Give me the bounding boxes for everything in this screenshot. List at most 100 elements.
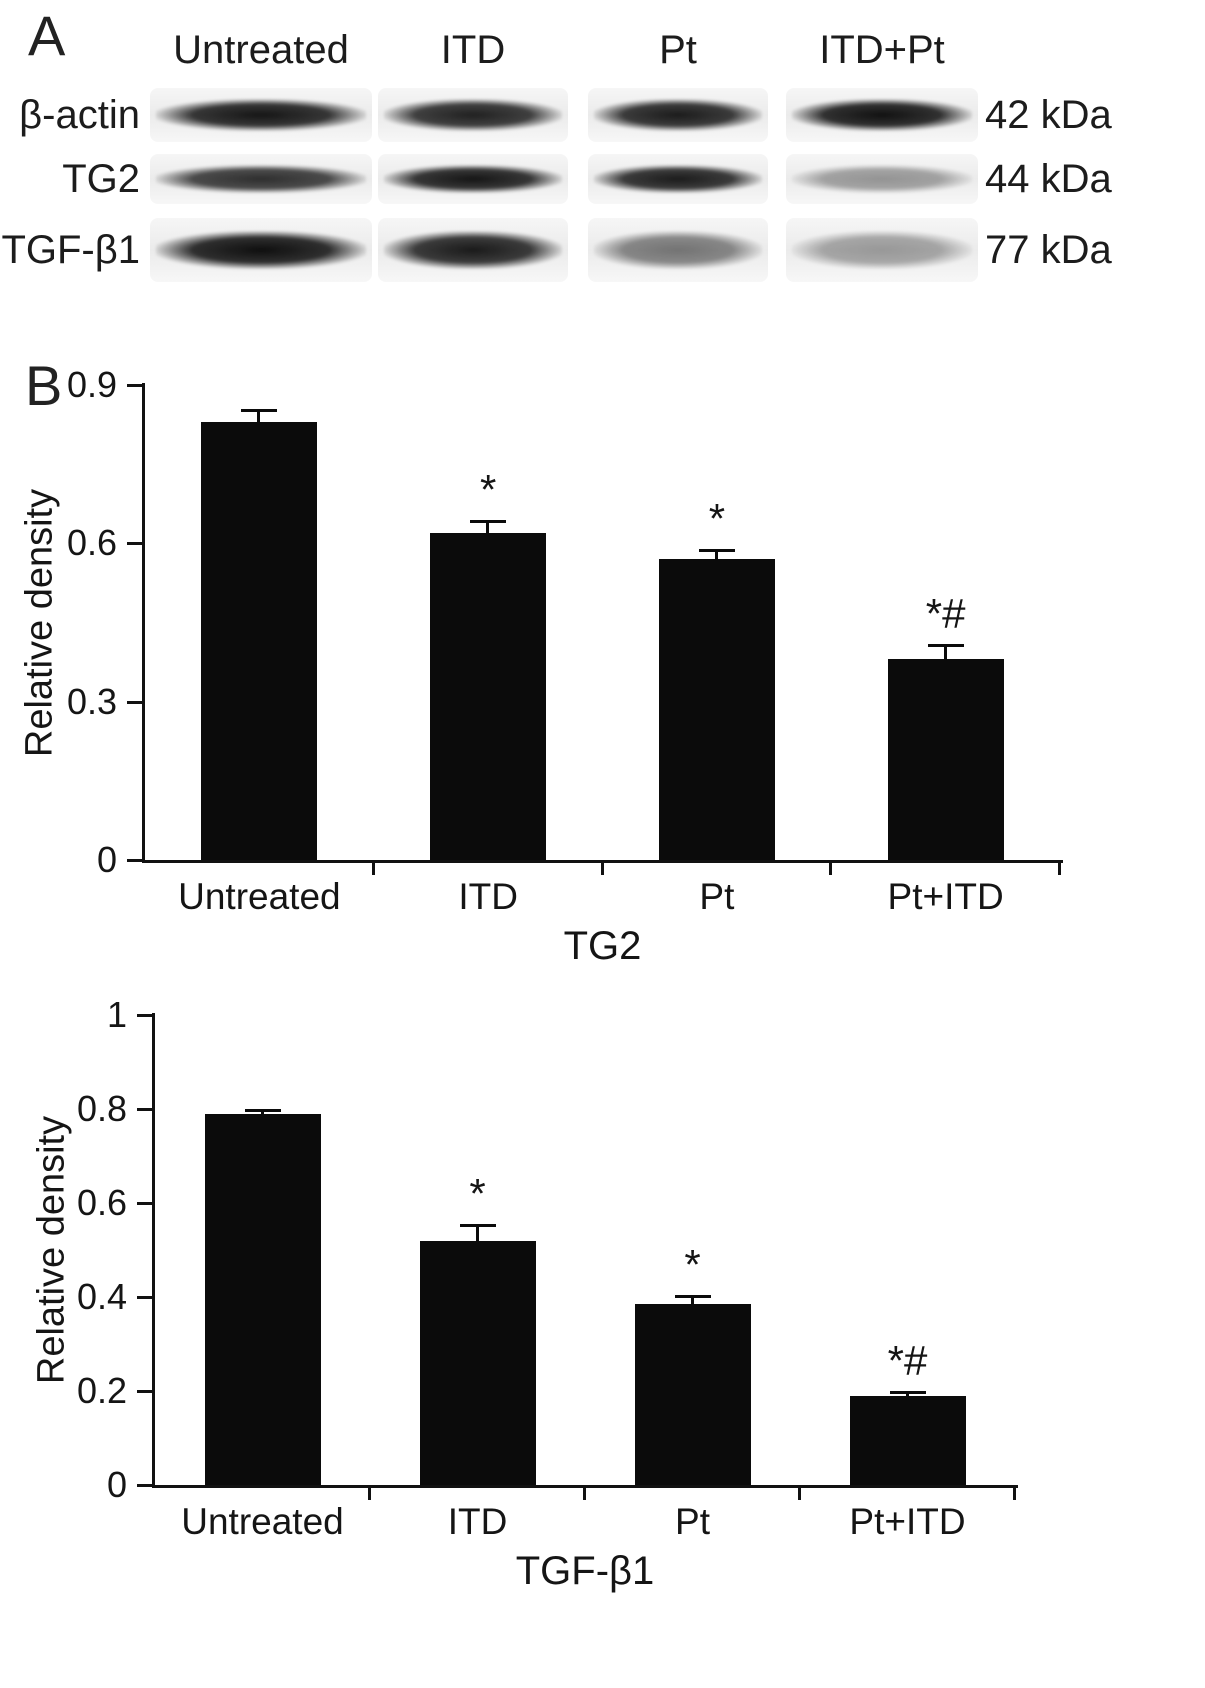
bar xyxy=(634,1304,751,1485)
x-axis xyxy=(152,1485,1018,1488)
blot-lane-strip xyxy=(786,154,978,204)
error-bar-cap-bottom xyxy=(470,542,507,546)
blot-kda-label: 42 kDa xyxy=(985,93,1112,137)
error-bar-line xyxy=(260,1109,264,1119)
error-bar-line xyxy=(257,408,261,436)
blot-lane-strip xyxy=(150,218,372,282)
bar xyxy=(201,421,318,860)
x-category-label: ITD xyxy=(447,1501,508,1542)
error-bar-line xyxy=(475,1224,479,1258)
bar xyxy=(849,1395,966,1485)
blot-row-label: β-actin xyxy=(19,93,140,137)
y-axis xyxy=(142,383,145,863)
significance-annotation: *# xyxy=(887,1337,928,1384)
error-bar-cap-bottom xyxy=(698,566,735,570)
error-bar-cap-bottom xyxy=(927,672,964,676)
y-tick xyxy=(137,1296,152,1299)
x-tick xyxy=(829,863,833,875)
y-tick xyxy=(137,1390,152,1393)
x-category-label: Pt+ITD xyxy=(849,1501,966,1542)
blot-lane-header: ITD+Pt xyxy=(819,28,945,72)
western-blot: Untreated ITD Pt ITD+Pt β-actin 42 kDa TG2 44 k… xyxy=(0,0,1205,330)
blot-band xyxy=(156,99,366,131)
y-tick-label: 0.8 xyxy=(76,1088,127,1129)
y-axis-title: Relative density xyxy=(18,488,61,757)
y-tick-label: 0.6 xyxy=(66,522,117,564)
blot-lane-strip xyxy=(378,218,568,282)
error-bar-cap-bottom xyxy=(241,432,278,436)
significance-annotation: * xyxy=(479,465,497,513)
blot-band xyxy=(792,231,972,269)
bar xyxy=(430,532,547,860)
y-tick-label: 0.3 xyxy=(66,680,117,722)
blot-kda-label: 44 kDa xyxy=(985,157,1112,201)
bar-chart-tg2: 0 0.3 0.6 0.9 Untreated * ITD * Pt *# Pt+ITD TG2 Rel… xyxy=(0,355,1205,975)
panel-a-label: A xyxy=(28,4,66,67)
x-category-label: Pt xyxy=(675,1501,710,1542)
blot-band xyxy=(594,231,762,269)
blot-lane-strip xyxy=(786,88,978,142)
x-tick xyxy=(1058,863,1061,875)
x-tick xyxy=(368,1488,371,1500)
significance-annotation: * xyxy=(469,1170,486,1218)
significance-annotation: * xyxy=(684,1240,701,1288)
x-category-label: ITD xyxy=(458,876,518,917)
y-tick xyxy=(137,1202,152,1205)
y-tick-label: 0 xyxy=(96,839,117,880)
error-bar-cap-bottom xyxy=(459,1254,496,1258)
y-tick-label: 0 xyxy=(106,1464,127,1505)
bar-chart-tgfb1: 0 0.2 0.4 0.6 0.8 1 Untreated * ITD * Pt *# Pt+ITD TG… xyxy=(0,975,1205,1665)
error-bar-line xyxy=(486,519,490,546)
bar xyxy=(658,559,775,860)
blot-band xyxy=(156,231,366,269)
blot-row-label: TG2 xyxy=(62,157,140,201)
error-bar-line xyxy=(943,643,947,676)
blot-lane-strip xyxy=(786,218,978,282)
x-axis-title: TGF-β1 xyxy=(515,1549,655,1593)
blot-lane-strip xyxy=(378,154,568,204)
blot-lane-header: Pt xyxy=(659,28,697,72)
blot-lane-header: Untreated xyxy=(173,28,349,72)
x-category-label: Untreated xyxy=(178,876,341,917)
x-axis-title: TG2 xyxy=(563,924,642,968)
y-tick-label: 0.6 xyxy=(76,1182,127,1223)
error-bar-cap-bottom xyxy=(244,1115,281,1119)
y-tick-label: 0.9 xyxy=(66,364,117,405)
x-tick xyxy=(371,863,375,875)
blot-lane-strip xyxy=(588,218,768,282)
blot-band xyxy=(792,99,972,131)
x-tick xyxy=(1013,1488,1016,1500)
y-axis xyxy=(152,1013,155,1488)
blot-band xyxy=(594,99,762,131)
x-axis xyxy=(142,860,1063,863)
blot-band xyxy=(594,165,762,193)
x-category-label: Untreated xyxy=(181,1501,344,1542)
bar xyxy=(887,659,1004,860)
x-tick xyxy=(798,1488,801,1500)
error-bar-cap-top xyxy=(927,643,964,647)
error-bar-line xyxy=(905,1391,909,1401)
y-tick-label: 0.4 xyxy=(76,1276,127,1317)
y-tick xyxy=(127,700,142,704)
significance-annotation: * xyxy=(708,494,726,542)
error-bar-cap-top xyxy=(459,1224,496,1228)
y-tick xyxy=(127,384,142,387)
x-category-label: Pt xyxy=(699,876,735,917)
blot-lane-header: ITD xyxy=(440,28,506,72)
blot-lane-strip xyxy=(588,88,768,142)
significance-annotation: *# xyxy=(925,589,966,637)
blot-kda-label: 77 kDa xyxy=(985,228,1112,272)
blot-band xyxy=(384,99,562,131)
y-axis-title: Relative density xyxy=(30,1115,73,1385)
blot-row-label: TGF-β1 xyxy=(1,228,140,272)
error-bar-line xyxy=(714,548,718,570)
y-tick-label: 1 xyxy=(106,994,127,1035)
y-tick xyxy=(127,542,142,546)
y-tick xyxy=(137,1484,152,1487)
blot-lane-strip xyxy=(588,154,768,204)
error-bar-cap-top xyxy=(241,408,278,412)
error-bar-cap-top xyxy=(470,519,507,523)
error-bar-cap-top xyxy=(889,1391,926,1394)
blot-band xyxy=(384,231,562,269)
